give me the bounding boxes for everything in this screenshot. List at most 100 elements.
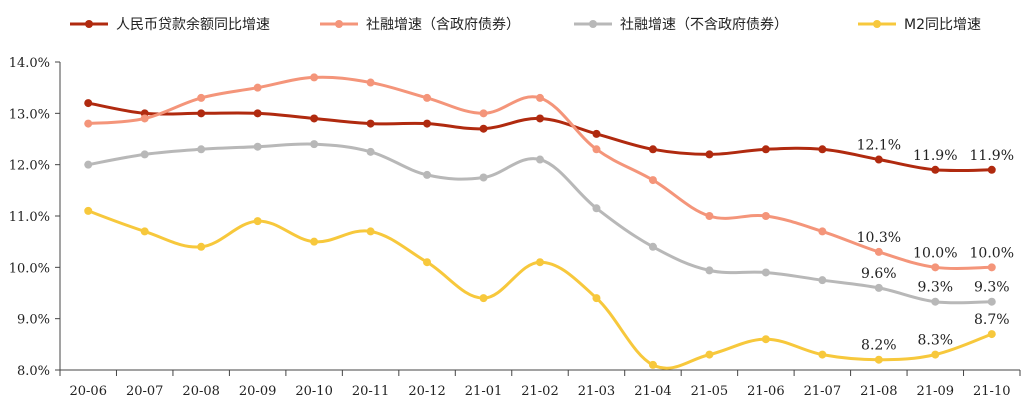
data-point bbox=[592, 204, 601, 213]
data-point bbox=[536, 155, 544, 164]
data-point bbox=[705, 266, 714, 275]
data-point bbox=[874, 155, 883, 164]
data-point bbox=[648, 360, 657, 369]
data-label: 9.3% bbox=[974, 280, 1010, 296]
data-point bbox=[592, 145, 601, 154]
data-point bbox=[84, 206, 93, 215]
data-point bbox=[84, 119, 93, 128]
x-tick-label: 21-01 bbox=[465, 384, 502, 399]
data-point bbox=[536, 258, 544, 267]
axes: 8.0% 9.0% 10.0% 11.0% 12.0% 13.0% 14.0% 20-06 20… bbox=[9, 56, 1021, 399]
y-tick-label: 11.0% bbox=[9, 210, 50, 225]
data-point bbox=[479, 109, 488, 118]
data-point bbox=[761, 145, 770, 154]
data-point bbox=[310, 114, 319, 123]
data-point bbox=[140, 114, 149, 123]
data-point bbox=[253, 217, 262, 226]
data-point bbox=[931, 263, 940, 272]
data-point bbox=[366, 227, 375, 236]
data-point bbox=[987, 330, 996, 339]
legend-label: 社融增速（含政府债券） bbox=[366, 17, 520, 33]
x-tick-label: 20-10 bbox=[295, 384, 332, 399]
data-point bbox=[479, 173, 488, 182]
x-tick-label: 21-10 bbox=[973, 384, 1010, 399]
legend-label: 社融增速（不含政府债券） bbox=[620, 17, 788, 33]
x-tick-label: 20-07 bbox=[126, 384, 163, 399]
legend-marker bbox=[335, 20, 343, 28]
data-point bbox=[423, 93, 432, 102]
legend-marker bbox=[873, 20, 881, 28]
data-point bbox=[874, 247, 883, 256]
data-point bbox=[197, 145, 206, 154]
data-point bbox=[84, 99, 93, 108]
data-point bbox=[310, 73, 319, 82]
series-line bbox=[87, 142, 992, 305]
data-point bbox=[818, 350, 827, 359]
x-tick-label: 21-09 bbox=[917, 384, 954, 399]
data-point bbox=[140, 227, 149, 236]
data-label: 9.3% bbox=[918, 280, 954, 296]
data-point bbox=[931, 350, 940, 359]
data-point bbox=[197, 109, 206, 118]
x-tick-label: 21-02 bbox=[521, 384, 558, 399]
data-point bbox=[253, 142, 262, 151]
data-point bbox=[479, 294, 488, 303]
data-point bbox=[705, 350, 714, 359]
data-point bbox=[818, 227, 827, 236]
data-point bbox=[931, 165, 940, 174]
x-tick-label: 20-08 bbox=[182, 384, 219, 399]
y-tick-label: 9.0% bbox=[17, 313, 50, 328]
x-tick-label: 21-05 bbox=[691, 384, 728, 399]
series-4 bbox=[84, 206, 996, 370]
data-point bbox=[536, 114, 544, 123]
data-point bbox=[423, 119, 432, 128]
data-point bbox=[197, 242, 206, 251]
data-label: 9.6% bbox=[861, 266, 897, 282]
data-point bbox=[140, 150, 149, 159]
data-point bbox=[310, 237, 319, 246]
data-point bbox=[253, 109, 262, 118]
series-1 bbox=[84, 99, 996, 174]
data-label: 11.9% bbox=[970, 148, 1014, 164]
data-point bbox=[197, 93, 206, 102]
data-point bbox=[366, 119, 375, 128]
data-point bbox=[592, 294, 601, 303]
x-tick-label: 21-08 bbox=[860, 384, 897, 399]
data-point bbox=[761, 212, 770, 220]
data-point bbox=[705, 212, 714, 220]
x-tick-label: 20-11 bbox=[352, 384, 389, 399]
legend: 人民币贷款余额同比增速 社融增速（含政府债券） 社融增速（不含政府债券） M2同比增速 bbox=[70, 16, 981, 33]
legend-item: M2同比增速 bbox=[858, 17, 981, 33]
data-point bbox=[648, 176, 657, 185]
legend-item: 社融增速（不含政府债券） bbox=[574, 17, 788, 33]
data-point bbox=[479, 124, 488, 133]
x-tick-label: 20-09 bbox=[239, 384, 276, 399]
data-point bbox=[874, 355, 883, 364]
data-label: 10.0% bbox=[970, 245, 1014, 261]
data-point bbox=[987, 165, 996, 174]
y-tick-label: 8.0% bbox=[17, 364, 50, 379]
data-point bbox=[761, 335, 770, 344]
x-tick-label: 21-04 bbox=[634, 384, 671, 399]
x-tick-label: 21-03 bbox=[578, 384, 615, 399]
data-point bbox=[366, 147, 375, 156]
data-point bbox=[761, 268, 770, 277]
x-tick-label: 21-07 bbox=[804, 384, 841, 399]
data-point bbox=[818, 276, 827, 285]
legend-marker bbox=[589, 20, 597, 28]
x-tick-label: 20-06 bbox=[69, 384, 106, 399]
data-point bbox=[705, 150, 714, 159]
data-label: 8.3% bbox=[918, 333, 954, 349]
data-label: 11.9% bbox=[913, 148, 957, 164]
data-label: 8.2% bbox=[861, 338, 897, 354]
y-tick-label: 12.0% bbox=[9, 159, 50, 174]
x-tick-label: 20-12 bbox=[408, 384, 445, 399]
data-point bbox=[423, 258, 432, 267]
legend-label: M2同比增速 bbox=[904, 17, 981, 33]
data-label: 10.0% bbox=[913, 245, 957, 261]
legend-marker bbox=[85, 20, 93, 28]
data-point bbox=[818, 145, 827, 154]
data-point bbox=[648, 242, 657, 251]
y-tick-label: 13.0% bbox=[9, 107, 50, 122]
